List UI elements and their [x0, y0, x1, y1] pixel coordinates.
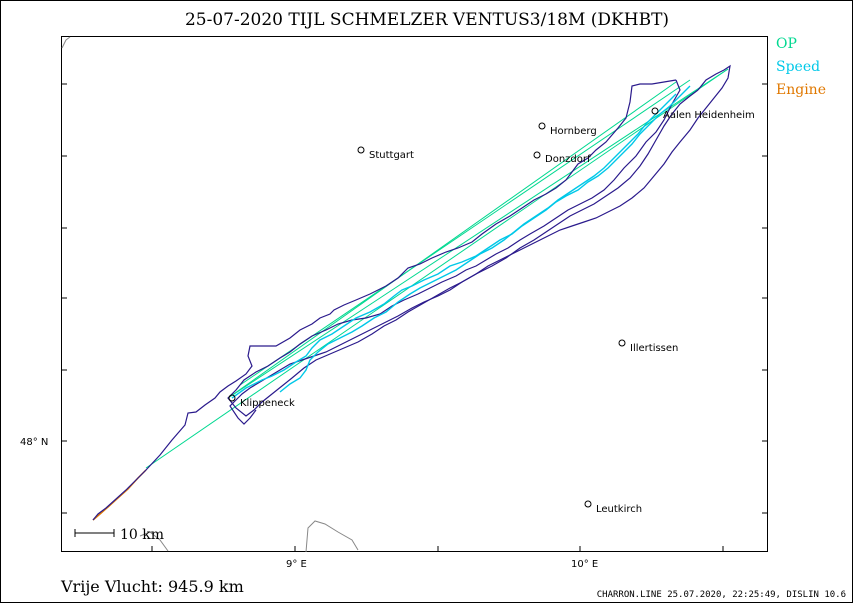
footer-info: CHARRON.LINE 25.07.2020, 22:25:49, DISLI… — [597, 590, 846, 600]
place-marker-leutkirch — [584, 500, 592, 508]
places: Aalen Heidenheim Hornberg Stuttgart Donz… — [228, 107, 755, 515]
place-marker-hornberg — [538, 122, 546, 130]
place-aalen-heidenheim: Aalen Heidenheim — [663, 110, 755, 121]
lat-label-48n: 48° N — [20, 437, 48, 448]
place-donzdorf: Donzdorf — [545, 154, 591, 165]
place-hornberg: Hornberg — [550, 126, 597, 137]
place-stuttgart: Stuttgart — [369, 150, 414, 161]
lon-label-10e: 10° E — [571, 559, 598, 570]
place-marker-aalen — [651, 107, 659, 115]
speed-track — [231, 85, 691, 399]
scale-bar: 10 km — [74, 527, 164, 543]
legend-op: OP — [776, 36, 797, 52]
map-frame — [61, 36, 768, 552]
place-marker-illertissen — [618, 339, 626, 347]
flight-track — [92, 64, 731, 521]
place-marker-donzdorf — [533, 151, 541, 159]
free-flight-distance: Vrije Vlucht: 945.9 km — [60, 577, 244, 596]
legend-speed: Speed — [776, 59, 820, 75]
lat-ticks — [61, 83, 768, 514]
lon-label-9e: 9° E — [286, 559, 307, 570]
place-illertissen: Illertissen — [630, 343, 678, 354]
place-marker-klippeneck — [228, 394, 236, 402]
place-klippeneck: Klippeneck — [240, 398, 295, 409]
scale-bar-label: 10 km — [120, 527, 164, 543]
op-legs — [145, 68, 729, 469]
place-marker-stuttgart — [357, 146, 365, 154]
borders — [61, 36, 359, 553]
map-title: 25-07-2020 TIJL SCHMELZER VENTUS3/18M (D… — [185, 10, 669, 30]
lon-ticks — [151, 546, 724, 552]
place-leutkirch: Leutkirch — [596, 504, 642, 515]
legend-engine: Engine — [776, 82, 826, 98]
